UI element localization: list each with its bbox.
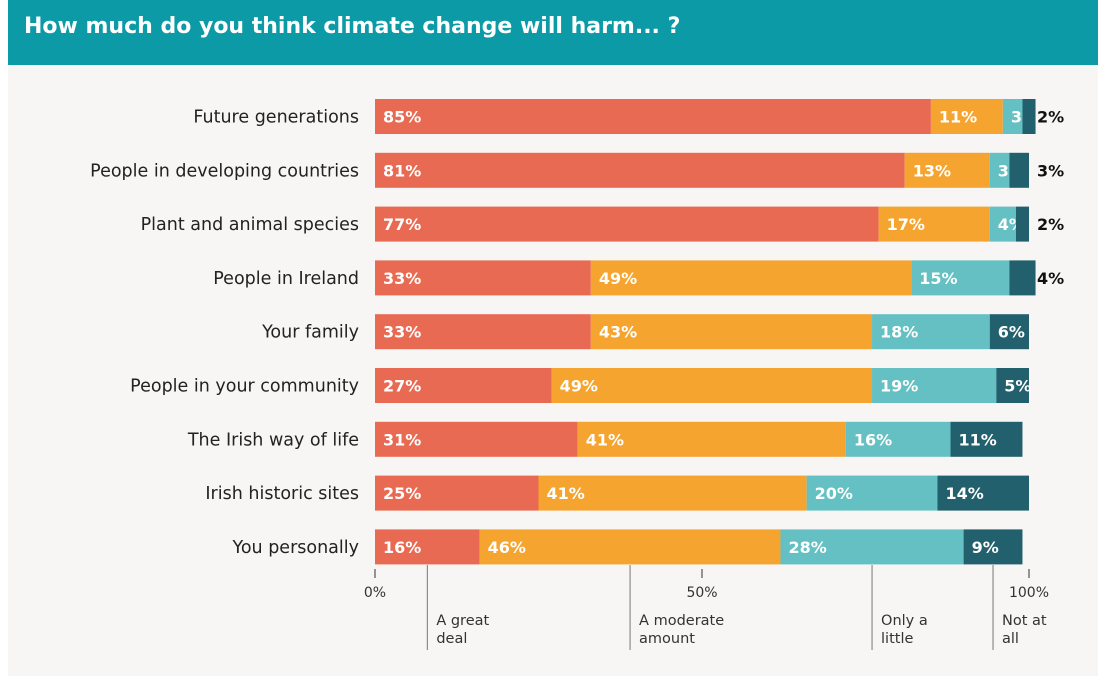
- x-tick-label-0: 0%: [364, 585, 386, 601]
- bar-the-irish-way-of-life-a-moderate-amount: [577, 421, 846, 457]
- row-label-your-family: Your family: [261, 323, 359, 343]
- value-label-irish-historic-sites-only-a-little: 20%: [815, 484, 853, 503]
- value-label-you-personally-a-great-deal: 16%: [383, 538, 421, 557]
- chart-header: How much do you think climate change wil…: [8, 0, 1098, 65]
- value-label-the-irish-way-of-life-a-moderate-amount: 41%: [586, 430, 624, 449]
- value-label-future-generations-a-moderate-amount: 11%: [939, 108, 977, 127]
- value-label-people-in-your-community-not-at-all: 5%: [1004, 377, 1031, 396]
- bar-your-family-only-a-little: [872, 314, 990, 350]
- bar-people-in-ireland-a-great-deal: [375, 260, 591, 296]
- value-label-the-irish-way-of-life-not-at-all: 11%: [959, 430, 997, 449]
- bar-people-in-ireland-not-at-all: [1009, 260, 1036, 296]
- x-tick-label-100: 100%: [1009, 585, 1049, 601]
- value-label-plant-and-animal-species-a-moderate-amount: 17%: [887, 215, 925, 234]
- bar-you-personally-a-great-deal: [375, 529, 480, 565]
- bar-people-in-ireland-only-a-little: [911, 260, 1010, 296]
- value-label-people-in-your-community-a-moderate-amount: 49%: [560, 377, 598, 396]
- value-label-the-irish-way-of-life-a-great-deal: 31%: [383, 430, 421, 449]
- row-label-people-in-ireland: People in Ireland: [213, 269, 359, 289]
- bar-the-irish-way-of-life-not-at-all: [950, 421, 1023, 457]
- legend-label-a-great-deal-1: A great: [436, 613, 489, 629]
- bar-your-family-not-at-all: [989, 314, 1029, 350]
- value-label-irish-historic-sites-a-moderate-amount: 41%: [547, 484, 585, 503]
- bar-people-in-developing-countries-a-great-deal: [375, 152, 905, 188]
- bar-future-generations-a-great-deal: [375, 99, 931, 134]
- legend-label-a-moderate-amount-2: amount: [639, 631, 695, 647]
- bar-you-personally-only-a-little: [780, 529, 964, 565]
- bar-plant-and-animal-species-not-at-all: [1015, 206, 1029, 242]
- value-label-plant-and-animal-species-a-great-deal: 77%: [383, 215, 421, 234]
- row-label-plant-and-animal-species: Plant and animal species: [141, 215, 359, 235]
- row-label-the-irish-way-of-life: The Irish way of life: [187, 430, 359, 450]
- value-label-people-in-ireland-not-at-all: 4%: [1037, 269, 1064, 288]
- bar-irish-historic-sites-not-at-all: [937, 475, 1029, 511]
- value-label-irish-historic-sites-not-at-all: 14%: [945, 484, 983, 503]
- bar-the-irish-way-of-life-only-a-little: [845, 421, 951, 457]
- bar-people-in-ireland-a-moderate-amount: [590, 260, 912, 296]
- bar-plant-and-animal-species-only-a-little: [989, 206, 1016, 242]
- value-label-people-in-ireland-a-great-deal: 33%: [383, 269, 421, 288]
- bar-your-family-a-moderate-amount: [590, 314, 873, 350]
- value-label-future-generations-not-at-all: 2%: [1037, 108, 1064, 127]
- value-label-your-family-not-at-all: 6%: [998, 323, 1025, 342]
- bar-people-in-developing-countries-a-moderate-amount: [904, 152, 990, 188]
- legend-label-only-a-little-2: little: [881, 631, 913, 647]
- bar-people-in-developing-countries-not-at-all: [1009, 152, 1029, 188]
- value-label-your-family-only-a-little: 18%: [880, 323, 918, 342]
- bar-irish-historic-sites-a-moderate-amount: [538, 475, 807, 511]
- legend-label-a-moderate-amount-1: A moderate: [639, 613, 724, 629]
- value-label-people-in-developing-countries-not-at-all: 3%: [1037, 161, 1064, 180]
- bar-the-irish-way-of-life-a-great-deal: [375, 421, 578, 457]
- value-label-future-generations-a-great-deal: 85%: [383, 108, 421, 127]
- row-label-people-in-your-community: People in your community: [130, 377, 359, 397]
- bar-you-personally-a-moderate-amount: [479, 529, 781, 565]
- value-label-people-in-ireland-only-a-little: 15%: [919, 269, 957, 288]
- value-label-your-family-a-moderate-amount: 43%: [599, 323, 637, 342]
- value-label-people-in-your-community-a-great-deal: 27%: [383, 377, 421, 396]
- legend-label-a-great-deal-2: deal: [436, 631, 467, 647]
- value-label-your-family-a-great-deal: 33%: [383, 323, 421, 342]
- legend-label-not-at-all-1: Not at: [1002, 613, 1047, 629]
- value-label-irish-historic-sites-a-great-deal: 25%: [383, 484, 421, 503]
- value-label-the-irish-way-of-life-only-a-little: 16%: [854, 430, 892, 449]
- legend-label-only-a-little-1: Only a: [881, 613, 928, 629]
- bar-future-generations-a-moderate-amount: [930, 99, 1003, 134]
- row-label-irish-historic-sites: Irish historic sites: [205, 484, 359, 504]
- value-label-plant-and-animal-species-not-at-all: 2%: [1037, 215, 1064, 234]
- bar-people-in-your-community-a-great-deal: [375, 368, 552, 403]
- bar-you-personally-not-at-all: [963, 529, 1023, 565]
- bar-your-family-a-great-deal: [375, 314, 591, 350]
- value-label-people-in-your-community-only-a-little: 19%: [880, 377, 918, 396]
- bar-future-generations-not-at-all: [1022, 99, 1036, 134]
- bar-people-in-your-community-only-a-little: [872, 368, 997, 403]
- legend-label-not-at-all-2: all: [1002, 631, 1019, 647]
- bar-plant-and-animal-species-a-moderate-amount: [878, 206, 990, 242]
- bar-plant-and-animal-species-a-great-deal: [375, 206, 879, 242]
- value-label-people-in-ireland-a-moderate-amount: 49%: [599, 269, 637, 288]
- bar-irish-historic-sites-a-great-deal: [375, 475, 539, 511]
- row-label-future-generations: Future generations: [193, 108, 359, 128]
- value-label-you-personally-only-a-little: 28%: [788, 538, 826, 557]
- value-label-you-personally-not-at-all: 9%: [972, 538, 999, 557]
- bar-irish-historic-sites-only-a-little: [806, 475, 938, 511]
- chart-title: How much do you think climate change wil…: [24, 14, 681, 39]
- row-label-people-in-developing-countries: People in developing countries: [90, 161, 359, 181]
- x-tick-label-50: 50%: [686, 585, 717, 601]
- row-label-you-personally: You personally: [231, 538, 359, 558]
- value-label-people-in-developing-countries-a-great-deal: 81%: [383, 161, 421, 180]
- bar-future-generations-only-a-little: [1002, 99, 1023, 134]
- value-label-you-personally-a-moderate-amount: 46%: [488, 538, 526, 557]
- bar-people-in-your-community-a-moderate-amount: [551, 368, 873, 403]
- bar-people-in-your-community-not-at-all: [996, 368, 1029, 403]
- value-label-people-in-developing-countries-a-moderate-amount: 13%: [913, 161, 951, 180]
- bar-people-in-developing-countries-only-a-little: [989, 152, 1010, 188]
